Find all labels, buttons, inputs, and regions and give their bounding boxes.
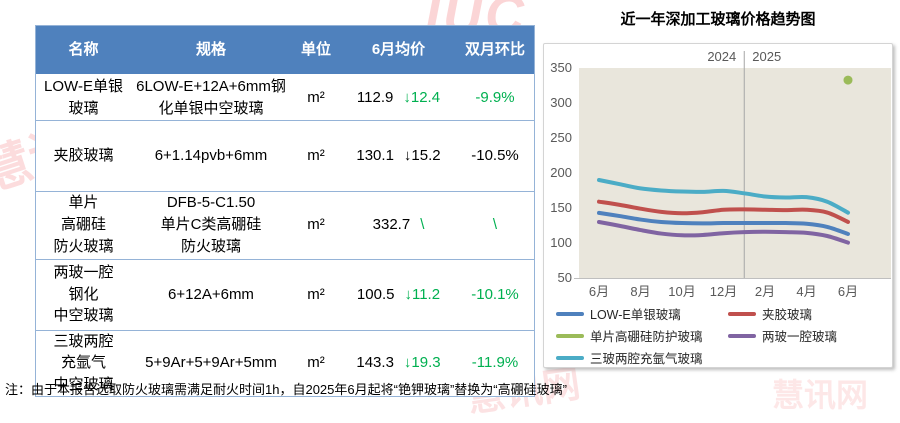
header-june-price: 6月均价 bbox=[371, 41, 426, 58]
header-name: 名称 bbox=[68, 41, 99, 58]
glass-price-table: 名称 规格 单位 6月均价 双月环比 LOW-E单银 玻璃 6LOW-E+12A… bbox=[35, 25, 535, 397]
june-average-price: 112.9 ↓12.4 bbox=[357, 87, 440, 109]
svg-text:200: 200 bbox=[550, 165, 572, 180]
price-change: ↓19.3 bbox=[403, 354, 441, 372]
chart-title: 近一年深加工玻璃价格趋势图 bbox=[620, 11, 816, 28]
price-value: 143.3 bbox=[356, 354, 394, 372]
legend-item: 单片高硼硅防护玻璃 bbox=[556, 326, 728, 345]
price-change: ↓12.4 bbox=[403, 88, 441, 106]
legend-marker-line bbox=[728, 311, 756, 316]
svg-text:350: 350 bbox=[550, 60, 572, 75]
svg-text:250: 250 bbox=[550, 130, 572, 145]
svg-text:2024: 2024 bbox=[707, 49, 736, 64]
svg-text:10月: 10月 bbox=[668, 284, 695, 299]
table-row: 夹胶玻璃 6+1.14pvb+6mm m² 130.1 ↓15.2 -10.5% bbox=[36, 120, 534, 192]
svg-text:300: 300 bbox=[550, 95, 572, 110]
svg-text:6月: 6月 bbox=[589, 284, 609, 299]
price-change: \ bbox=[420, 216, 425, 234]
price-trend-chart: 350 300 250 200 150 100 50 6月 8月 10月 12月 2月 4月 6月 2024… bbox=[543, 43, 893, 368]
june-average-price: 332.7 \ bbox=[373, 214, 425, 236]
legend-marker-line bbox=[556, 311, 584, 316]
price-change: ↓11.2 bbox=[404, 285, 441, 303]
legend-marker-line bbox=[556, 355, 584, 360]
bimonthly-change-value: -10.5% bbox=[471, 146, 519, 164]
glass-name: 三玻两腔 充氩气 中空玻璃 bbox=[53, 332, 114, 394]
legend-label: 夹胶玻璃 bbox=[762, 308, 813, 322]
june-average-price: 143.3 ↓19.3 bbox=[356, 352, 440, 374]
series-line-LOW-E单银玻璃 bbox=[597, 210, 850, 236]
table-header-row: 名称 规格 单位 6月均价 双月环比 bbox=[36, 26, 534, 76]
glass-spec: 6+12A+6mm bbox=[168, 285, 254, 303]
svg-text:2025: 2025 bbox=[752, 49, 781, 64]
legend-item: LOW-E单银玻璃 bbox=[556, 304, 728, 323]
watermark-logo-bottom-right: 慧讯网 bbox=[772, 377, 869, 413]
svg-text:4月: 4月 bbox=[796, 284, 816, 299]
glass-unit: m² bbox=[307, 216, 325, 234]
chart-legend: LOW-E单银玻璃 夹胶玻璃单片高硼硅防护玻璃 两玻一腔玻璃三玻两腔充氩气玻璃 bbox=[556, 304, 892, 367]
legend-item: 三玻两腔充氩气玻璃 bbox=[556, 348, 728, 367]
table-row: 单片 高硼硅 防火玻璃 DFB-5-C1.50 单片C类高硼硅 防火玻璃 m² … bbox=[36, 191, 534, 260]
glass-unit: m² bbox=[307, 146, 325, 164]
bimonthly-change-value: -9.9% bbox=[475, 88, 515, 106]
header-unit: 单位 bbox=[300, 41, 331, 58]
series-line-三玻两腔充氩气玻璃 bbox=[597, 178, 850, 215]
glass-spec: DFB-5-C1.50 单片C类高硼硅 防火玻璃 bbox=[160, 194, 262, 255]
legend-marker-line bbox=[556, 333, 584, 338]
legend-label: 两玻一腔玻璃 bbox=[762, 330, 838, 344]
legend-marker-line bbox=[728, 333, 756, 338]
glass-unit: m² bbox=[307, 88, 325, 106]
header-bimonthly-change: 双月环比 bbox=[464, 41, 525, 58]
series-point-单片高硼硅防护玻璃 bbox=[843, 75, 853, 85]
svg-text:8月: 8月 bbox=[630, 284, 650, 299]
price-value: 332.7 bbox=[372, 216, 411, 234]
legend-label: 三玻两腔充氩气玻璃 bbox=[590, 352, 703, 366]
price-value: 130.1 bbox=[356, 146, 394, 164]
glass-spec: 6+1.14pvb+6mm bbox=[154, 146, 268, 164]
glass-unit: m² bbox=[307, 285, 325, 303]
glass-name: LOW-E单银 玻璃 bbox=[44, 78, 123, 117]
bimonthly-change-value: \ bbox=[492, 216, 498, 234]
legend-label: LOW-E单银玻璃 bbox=[590, 308, 681, 322]
table-row: 两玻一腔 钢化 中空玻璃 6+12A+6mm m² 100.5 ↓11.2 -1… bbox=[36, 259, 534, 331]
price-change: ↓15.2 bbox=[403, 146, 441, 164]
series-line-两玻一腔玻璃 bbox=[597, 220, 850, 245]
svg-text:2月: 2月 bbox=[755, 284, 775, 299]
legend-item: 夹胶玻璃 bbox=[728, 304, 888, 323]
bimonthly-change-value: -11.9% bbox=[471, 354, 519, 372]
bimonthly-change-value: -10.1% bbox=[471, 285, 519, 303]
svg-text:50: 50 bbox=[558, 270, 572, 285]
legend-item: 两玻一腔玻璃 bbox=[728, 326, 888, 345]
svg-text:100: 100 bbox=[550, 235, 572, 250]
glass-spec: 6LOW-E+12A+6mm钢 化单银中空玻璃 bbox=[136, 78, 286, 117]
series-line-夹胶玻璃 bbox=[597, 199, 850, 224]
table-row: LOW-E单银 玻璃 6LOW-E+12A+6mm钢 化单银中空玻璃 m² 11… bbox=[36, 76, 534, 121]
legend-label: 单片高硼硅防护玻璃 bbox=[590, 330, 703, 344]
svg-text:12月: 12月 bbox=[710, 284, 737, 299]
glass-name: 夹胶玻璃 bbox=[53, 146, 114, 164]
glass-unit: m² bbox=[307, 354, 325, 372]
price-value: 100.5 bbox=[356, 285, 395, 303]
table-row: 三玻两腔 充氩气 中空玻璃 5+9Ar+5+9Ar+5mm m² 143.3 ↓… bbox=[36, 330, 534, 396]
svg-text:150: 150 bbox=[550, 200, 572, 215]
glass-spec: 5+9Ar+5+9Ar+5mm bbox=[145, 354, 277, 372]
june-average-price: 100.5 ↓11.2 bbox=[357, 284, 440, 306]
footnote: 注：由于本报告选取防火玻璃需满足耐火时间1h，自2025年6月起将“铯钾玻璃”替… bbox=[5, 382, 567, 397]
header-spec: 规格 bbox=[195, 41, 226, 58]
glass-name: 单片 高硼硅 防火玻璃 bbox=[53, 194, 114, 255]
june-average-price: 130.1 ↓15.2 bbox=[356, 145, 440, 167]
glass-name: 两玻一腔 钢化 中空玻璃 bbox=[53, 263, 114, 325]
svg-text:6月: 6月 bbox=[838, 284, 858, 299]
trend-chart-svg: 350 300 250 200 150 100 50 6月 8月 10月 12月 2月 4月 6月 2024… bbox=[550, 49, 891, 299]
price-value: 112.9 bbox=[356, 88, 394, 106]
